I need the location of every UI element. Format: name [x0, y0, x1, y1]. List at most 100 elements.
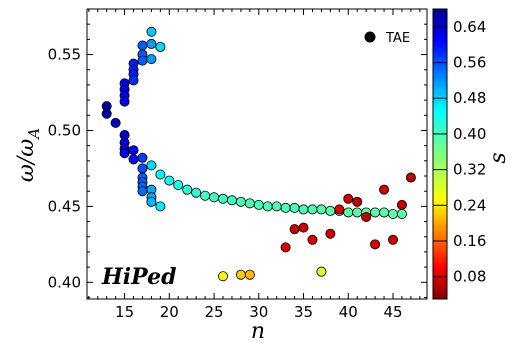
colorbar-ticks: 0.08 0.16 0.24 0.32 0.40 0.48 0.56 0.64: [433, 18, 486, 286]
x-tick-label: 40: [339, 303, 358, 321]
colorbar: 0.08 0.16 0.24 0.32 0.40 0.48 0.56 0.64: [432, 8, 486, 300]
data-points: [101, 26, 416, 282]
data-point: [217, 193, 228, 204]
data-point: [298, 204, 309, 215]
x-tick-label: 35: [294, 303, 313, 321]
colorbar-tick-label: 0.24: [453, 196, 486, 214]
data-point: [191, 187, 202, 198]
data-point: [164, 175, 175, 186]
data-point: [370, 207, 381, 218]
data-point: [325, 205, 336, 216]
y-axis-label-sub: A: [25, 128, 43, 141]
x-axis-label: n: [251, 319, 265, 343]
data-point: [137, 152, 148, 163]
hiped-annotation: HiPed: [101, 264, 176, 290]
data-point: [405, 172, 416, 183]
data-point: [370, 239, 381, 250]
data-point: [289, 224, 300, 235]
y-tick-label: 0.50: [48, 121, 81, 139]
x-axis-ticks: 15 20 25 30 35 40 45: [88, 9, 421, 321]
colorbar-tick-label: 0.08: [453, 268, 486, 286]
data-point: [146, 196, 157, 207]
data-point: [226, 195, 237, 206]
y-axis-label-main: ω/ω: [14, 139, 39, 182]
colorbar-tick-label: 0.48: [453, 89, 486, 107]
x-tick-label: 30: [249, 303, 268, 321]
data-point: [396, 199, 407, 210]
data-point: [110, 117, 121, 128]
data-point: [387, 208, 398, 219]
colorbar-label: s: [486, 152, 511, 163]
x-tick-label: 20: [160, 303, 179, 321]
data-point: [155, 41, 166, 52]
data-point: [155, 201, 166, 212]
data-point: [128, 75, 139, 86]
data-point: [361, 212, 372, 223]
data-point: [379, 207, 390, 218]
data-point: [387, 234, 398, 245]
colorbar-tick-label: 0.64: [453, 18, 486, 36]
data-point: [200, 190, 211, 201]
data-point: [334, 204, 345, 215]
data-point: [244, 269, 255, 280]
data-point: [253, 199, 264, 210]
legend: TAE: [364, 31, 410, 46]
data-point: [119, 96, 130, 107]
data-point: [343, 207, 354, 218]
data-point: [155, 169, 166, 180]
legend-marker: [364, 31, 376, 43]
data-point: [316, 266, 327, 277]
data-point: [128, 145, 139, 156]
data-point: [137, 186, 148, 197]
data-point: [307, 234, 318, 245]
data-point: [352, 207, 363, 218]
colorbar-gradient: [432, 8, 448, 300]
colorbar-tick-label: 0.56: [453, 54, 486, 72]
data-point: [379, 184, 390, 195]
data-point: [307, 204, 318, 215]
data-point: [262, 201, 273, 212]
y-tick-label: 0.45: [48, 197, 81, 215]
data-point: [235, 269, 246, 280]
data-point: [137, 55, 148, 66]
data-point: [146, 26, 157, 37]
data-point: [343, 193, 354, 204]
data-point: [280, 202, 291, 213]
colorbar-tick-label: 0.16: [453, 232, 486, 250]
data-point: [289, 202, 300, 213]
data-point: [146, 38, 157, 49]
data-point: [244, 198, 255, 209]
x-tick-label: 45: [383, 303, 402, 321]
legend-label-tae: TAE: [385, 31, 410, 46]
data-point: [128, 154, 139, 165]
data-point: [173, 180, 184, 191]
x-tick-label: 15: [115, 303, 134, 321]
x-tick-label: 25: [205, 303, 224, 321]
plot-area: 15 20 25 30 35 40 45 0.40 0.45 0.50 0.55 HiPed TA…: [48, 8, 428, 321]
data-point: [217, 271, 228, 282]
data-point: [280, 242, 291, 253]
data-point: [316, 204, 327, 215]
data-point: [146, 160, 157, 171]
data-point: [137, 40, 148, 51]
data-point: [325, 228, 336, 239]
data-point: [235, 196, 246, 207]
data-point: [298, 222, 309, 233]
y-tick-label: 0.55: [48, 46, 81, 64]
y-axis-label: ω/ωA: [14, 128, 43, 182]
colorbar-tick-label: 0.32: [453, 161, 486, 179]
data-point: [271, 201, 282, 212]
data-point: [119, 148, 130, 159]
data-point: [101, 108, 112, 119]
data-point: [209, 192, 220, 203]
data-point: [182, 184, 193, 195]
colorbar-tick-label: 0.40: [453, 125, 486, 143]
svg-text:ω/ωA: ω/ωA: [14, 128, 43, 182]
data-point: [352, 196, 363, 207]
y-axis-ticks: 0.40 0.45 0.50 0.55: [48, 8, 427, 298]
data-point: [137, 163, 148, 174]
data-point: [396, 208, 407, 219]
data-point: [146, 54, 157, 65]
y-tick-label: 0.40: [48, 273, 81, 291]
